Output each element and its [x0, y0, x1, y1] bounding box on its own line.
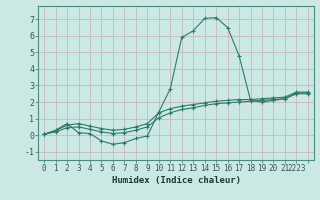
X-axis label: Humidex (Indice chaleur): Humidex (Indice chaleur) [111, 176, 241, 185]
